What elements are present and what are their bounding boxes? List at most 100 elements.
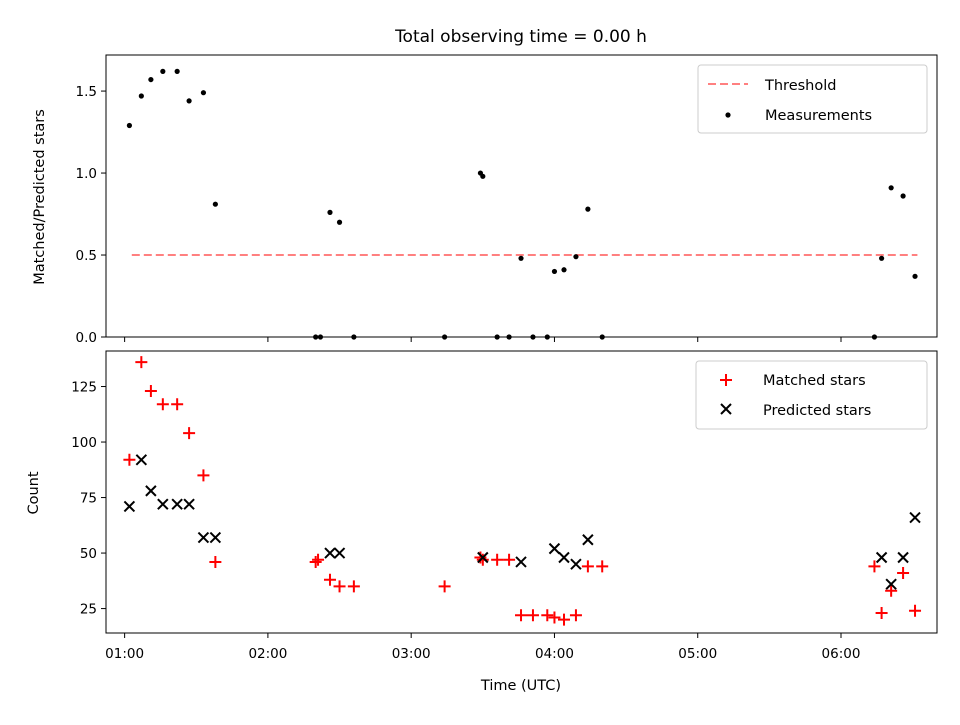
predicted-point (477, 551, 489, 564)
measurement-point (442, 334, 448, 340)
measurement-point (551, 268, 558, 275)
measurement-point (506, 334, 512, 340)
matched-point (171, 398, 184, 411)
matched-point (491, 553, 504, 566)
predicted-point (209, 531, 222, 544)
matched-point (156, 398, 169, 411)
measurement-point (599, 334, 605, 340)
top-y-ticks: 0.0 0.5 1.0 1.5 (76, 84, 106, 346)
matched-point (209, 555, 222, 568)
predicted-point (324, 547, 336, 559)
predicted-point (515, 556, 527, 568)
bottom-xlabel: Time (UTC) (480, 678, 561, 694)
matched-point (476, 553, 489, 566)
legend-predicted-label: Predicted stars (763, 403, 871, 419)
predicted-point (885, 578, 897, 590)
bottom-ytick-label: 25 (80, 602, 97, 618)
measurement-points (126, 68, 918, 340)
top-ylabel: Matched/Predicted stars (32, 109, 48, 285)
bottom-xtick-label: 02:00 (248, 646, 287, 662)
bottom-plot-area (105, 350, 938, 634)
legend-threshold-label: Threshold (764, 78, 836, 94)
matched-point (197, 469, 210, 482)
predicted-point (333, 547, 346, 559)
matched-point (885, 584, 898, 597)
matched-point (875, 607, 888, 620)
matched-point (541, 609, 554, 622)
predicted-point (548, 542, 561, 555)
matched-point (526, 609, 539, 622)
measurement-point (900, 193, 906, 199)
top-ytick-label: 0.0 (76, 330, 97, 346)
measurement-point (561, 267, 567, 273)
bottom-legend-box (695, 360, 928, 430)
measurement-point (212, 201, 218, 207)
measurement-point (888, 185, 894, 191)
matched-point (548, 611, 561, 624)
legend-measure-swatch (725, 112, 731, 118)
top-ytick-label: 0.5 (76, 248, 97, 264)
matched-point (909, 604, 922, 617)
matched-point (558, 613, 571, 626)
matched-point (333, 580, 346, 593)
matched-point (183, 427, 196, 440)
bottom-xtick-label: 03:00 (392, 646, 431, 662)
bottom-ytick-label: 50 (80, 546, 97, 562)
predicted-point (123, 500, 136, 513)
bottom-ylabel: Count (26, 471, 42, 514)
predicted-point (582, 534, 594, 546)
predicted-point (145, 485, 157, 497)
panel-top: Total observing time = 0.00 h Matched/Pr… (32, 27, 938, 346)
matched-point (581, 560, 594, 573)
top-x-ticks (124, 337, 842, 342)
matched-points (123, 356, 922, 626)
measurement-point (138, 93, 144, 99)
matched-point (515, 609, 528, 622)
predicted-point (875, 551, 888, 564)
measurement-point (327, 209, 333, 215)
measurement-point (573, 254, 579, 260)
predicted-point (558, 551, 570, 564)
measurement-point (160, 68, 166, 74)
legend-matched-swatch (720, 374, 732, 386)
bottom-ytick-label: 125 (71, 380, 97, 396)
matched-point (474, 551, 487, 564)
matched-point (312, 553, 325, 566)
measurement-point (585, 206, 591, 212)
matched-point (135, 356, 148, 369)
predicted-point (909, 511, 921, 524)
bottom-x-ticks: 01:00 02:00 03:00 04:00 05:00 06:00 (105, 633, 860, 662)
matched-point (868, 560, 881, 573)
measurement-point (518, 255, 524, 261)
measurement-point (494, 334, 500, 340)
bottom-ytick-label: 75 (80, 491, 97, 507)
predicted-points (123, 454, 921, 590)
matched-point (347, 580, 360, 593)
bottom-xtick-label: 04:00 (535, 646, 574, 662)
measurement-point (313, 334, 319, 340)
panel-bottom: Count Time (UTC) 25 50 75 100 125 01:00 02:00… (26, 350, 938, 694)
measurement-point (351, 334, 357, 340)
predicted-point (157, 498, 169, 510)
top-ytick-label: 1.0 (76, 166, 97, 182)
predicted-point (171, 498, 183, 510)
measurement-point (530, 334, 536, 340)
matched-point (123, 453, 136, 466)
legend-matched-label: Matched stars (763, 373, 866, 389)
measurement-point (317, 334, 324, 340)
measurement-point (126, 122, 133, 129)
measurement-point (174, 68, 180, 74)
legend-measure-label: Measurements (765, 108, 872, 124)
top-legend: Threshold Measurements (697, 64, 928, 134)
bottom-y-ticks: 25 50 75 100 125 (71, 380, 106, 618)
measurement-point (186, 98, 192, 104)
matched-point (897, 567, 910, 580)
measurement-point (336, 219, 343, 225)
measurement-point (912, 273, 918, 279)
bottom-xtick-label: 01:00 (105, 646, 144, 662)
measurement-point (879, 255, 885, 261)
predicted-point (897, 551, 909, 564)
matched-point (438, 580, 451, 593)
legend-predicted-swatch (720, 403, 732, 415)
